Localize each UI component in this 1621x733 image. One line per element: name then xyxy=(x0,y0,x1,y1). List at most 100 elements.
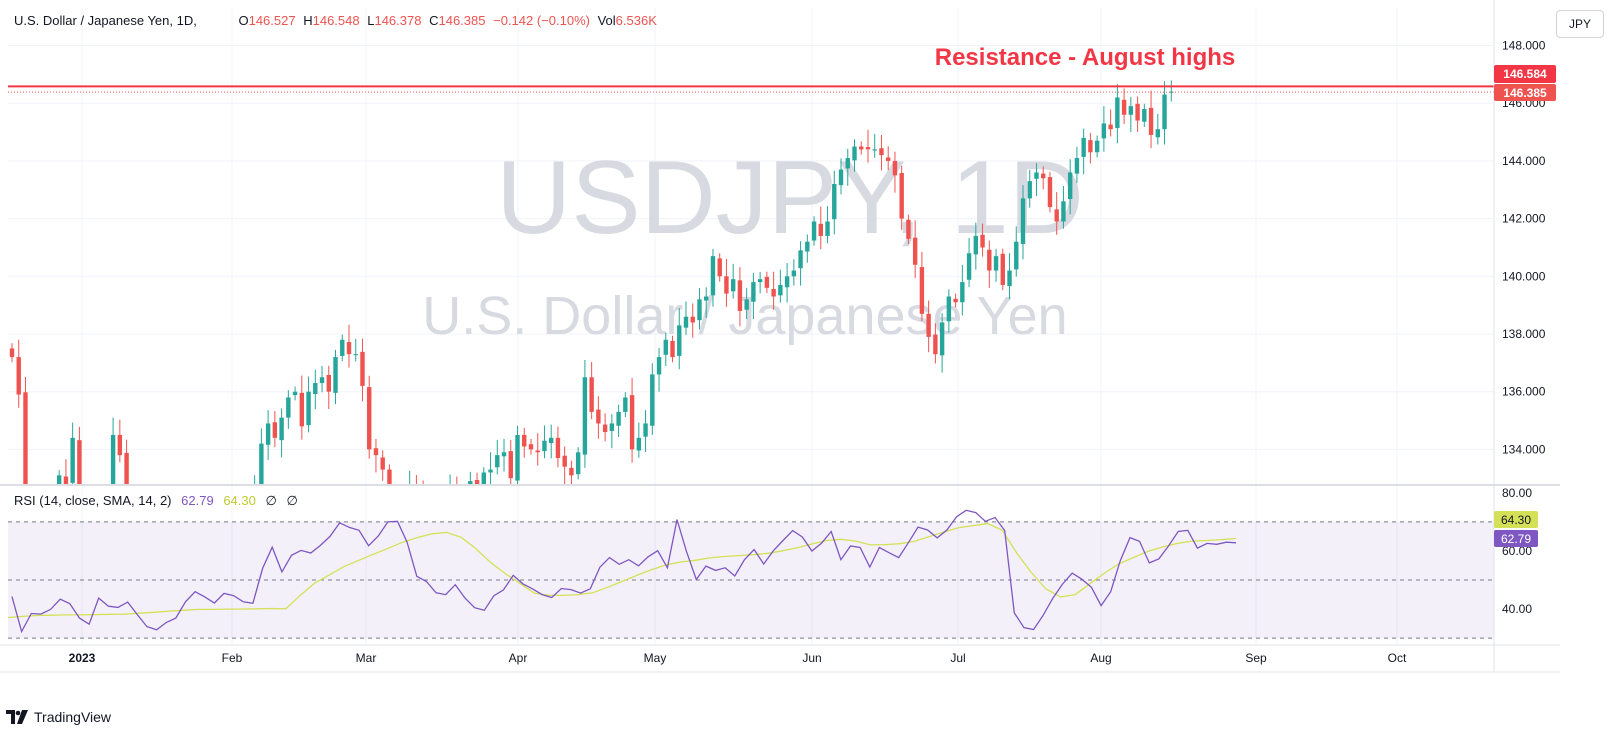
candle-body xyxy=(265,423,271,445)
candle-body xyxy=(670,340,675,358)
candle-body xyxy=(737,280,743,311)
candle-body xyxy=(683,316,689,328)
candle-body xyxy=(212,512,216,515)
close-value: 146.385 xyxy=(438,13,485,28)
candle-body xyxy=(259,443,264,484)
resistance-price-badge xyxy=(1494,65,1556,83)
candle-body xyxy=(717,258,722,277)
candle-body xyxy=(1027,181,1032,199)
candle-body xyxy=(704,296,709,301)
candle-body xyxy=(1135,103,1140,121)
candle-body xyxy=(124,452,129,484)
rsi-sma-badge xyxy=(1494,511,1538,528)
candle-body xyxy=(778,284,783,296)
x-tick-label: May xyxy=(644,651,667,665)
symbol-title: U.S. Dollar / Japanese Yen, 1D, xyxy=(14,13,197,28)
candle-body xyxy=(407,484,411,523)
candle-body xyxy=(1067,172,1073,199)
grid xyxy=(8,8,1494,644)
candle-body xyxy=(865,147,871,150)
rsi-value-label: 62.79 xyxy=(1501,532,1531,546)
x-tick-label: Sep xyxy=(1245,651,1267,665)
candle-body xyxy=(569,467,574,476)
candle-body xyxy=(394,513,398,519)
currency-button[interactable]: JPY xyxy=(1556,10,1604,38)
candle-body xyxy=(575,452,581,475)
candle-body xyxy=(9,348,15,358)
candle-body xyxy=(522,434,527,447)
open-value: 146.527 xyxy=(249,13,296,28)
candle-body xyxy=(953,298,958,303)
candle-body xyxy=(495,455,500,468)
candle-body xyxy=(609,423,615,431)
candle-body xyxy=(286,397,291,418)
rsi-sma-label: 64.30 xyxy=(1501,513,1531,527)
candle-body xyxy=(77,440,82,484)
candle-body xyxy=(1115,97,1120,129)
candle-body xyxy=(751,282,756,302)
candle-body xyxy=(1148,107,1154,135)
candle-body xyxy=(1121,99,1127,115)
rsi-legend-value: 62.79 xyxy=(181,493,214,508)
candle-body xyxy=(23,392,28,484)
candle-body xyxy=(764,276,770,288)
x-tick-label: Mar xyxy=(356,651,377,665)
low-value: 146.378 xyxy=(374,13,421,28)
rsi-lines xyxy=(7,509,1237,634)
candle-body xyxy=(474,479,480,484)
candle-body xyxy=(360,351,365,386)
axes xyxy=(0,0,1560,673)
candle-body xyxy=(56,475,62,484)
rsi-background xyxy=(8,521,1494,639)
candle-body xyxy=(602,424,608,433)
candle-body xyxy=(414,486,418,489)
resistance-price-label: 146.584 xyxy=(1503,67,1547,81)
candle-body xyxy=(70,437,75,483)
tradingview-icon xyxy=(6,710,28,724)
candle-body xyxy=(656,357,662,375)
candle-body xyxy=(110,434,116,484)
candle-body xyxy=(1034,172,1039,179)
candle-body xyxy=(845,158,850,169)
candle-body xyxy=(1000,253,1005,285)
candle-body xyxy=(508,451,513,479)
candle-body xyxy=(899,173,904,219)
candle-body xyxy=(421,490,425,522)
rsi-line xyxy=(11,509,1237,634)
price-tick-label: 142.000 xyxy=(1502,212,1546,226)
candle-body xyxy=(461,496,465,520)
rsi-tick-label: 80.00 xyxy=(1502,486,1532,500)
candle-body xyxy=(333,357,338,393)
candle-body xyxy=(805,241,810,252)
rsi-title: RSI (14, close, SMA, 14, 2) xyxy=(14,493,172,508)
candle-body xyxy=(340,339,345,356)
candle-body xyxy=(919,267,925,314)
candle-body xyxy=(596,409,601,424)
tradingview-logo[interactable]: TradingView xyxy=(6,709,111,725)
rsi-sma-legend-value: 64.30 xyxy=(223,493,256,508)
candle-body xyxy=(292,391,298,396)
rsi-value-badge xyxy=(1494,530,1538,547)
candle-body xyxy=(1020,198,1026,244)
candle-body xyxy=(677,325,682,356)
candle-body xyxy=(555,437,561,459)
candle-body xyxy=(373,448,379,456)
candle-body xyxy=(367,387,372,450)
price-tick-label: 138.000 xyxy=(1502,327,1546,341)
candle-body xyxy=(1128,106,1134,115)
candle-body xyxy=(306,391,311,426)
last-price-label: 146.385 xyxy=(1503,86,1547,100)
candle-body xyxy=(623,397,628,412)
candle-body xyxy=(825,221,830,236)
x-tick-label: Jun xyxy=(802,651,821,665)
brand-name: TradingView xyxy=(34,709,112,725)
candle-body xyxy=(272,422,278,438)
axis-labels: 2023 Feb Mar Apr May Jun Jul Aug Sep Oct 134.000 13… xyxy=(69,39,1546,665)
candle-body xyxy=(744,299,749,310)
candle-body xyxy=(724,276,729,294)
candle-body xyxy=(616,411,621,426)
resistance-annotation: Resistance - August highs xyxy=(935,44,1236,71)
high-value: 146.548 xyxy=(313,13,360,28)
